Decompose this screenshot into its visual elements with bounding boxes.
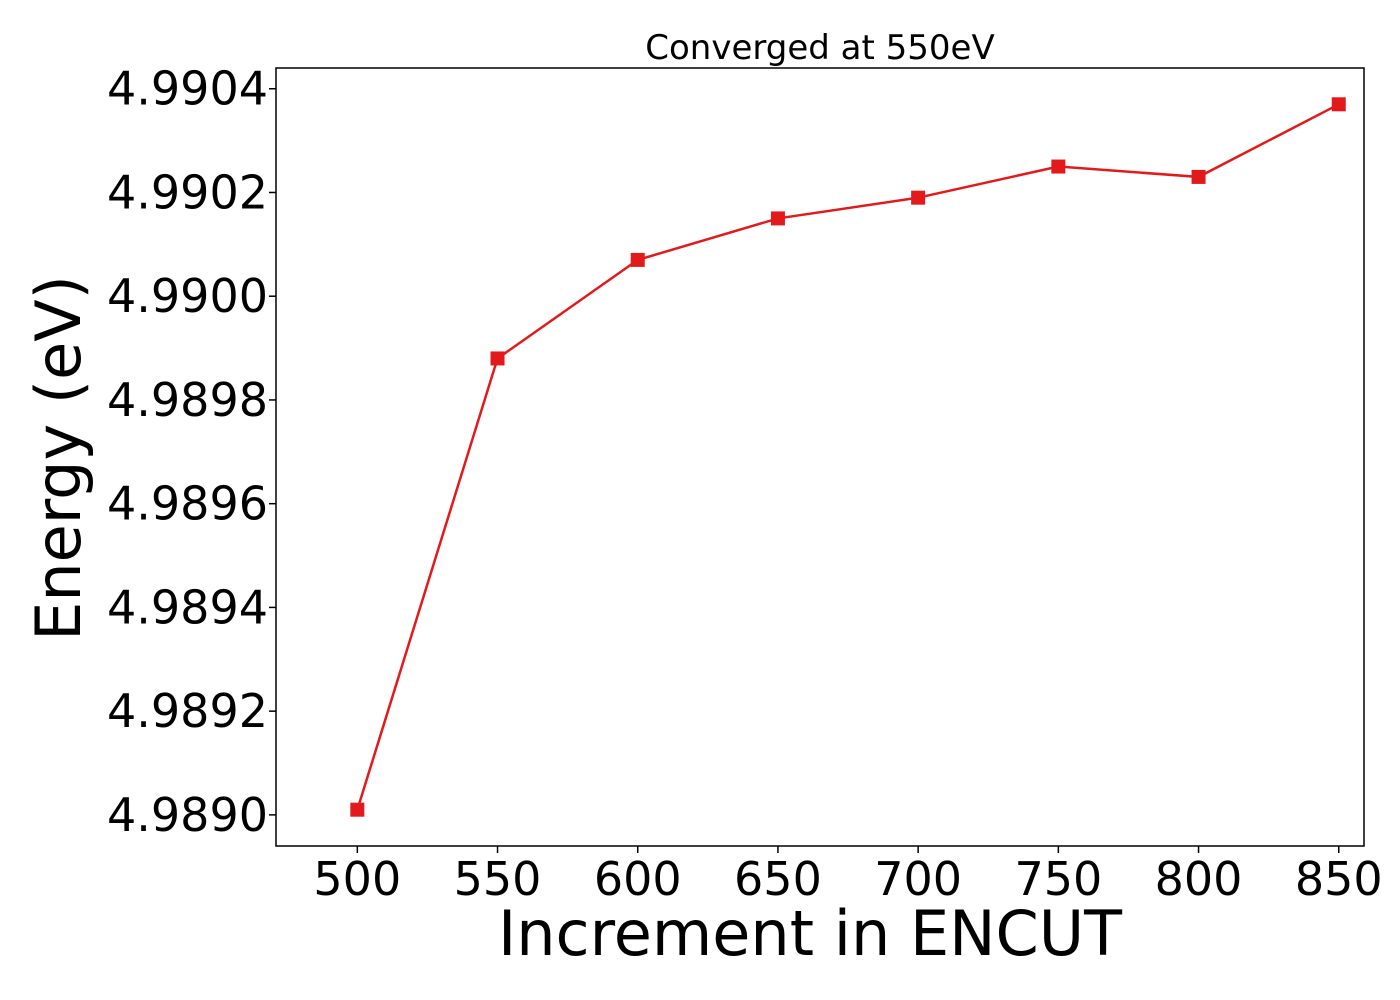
x-tick-label: 600 xyxy=(594,852,682,906)
chart-title: Converged at 550eV xyxy=(645,28,994,68)
x-tick-label: 650 xyxy=(734,852,822,906)
y-axis-ticks: 4.9890 4.9892 4.9894 4.9896 4.9898 4.9900 4.99… xyxy=(107,62,276,842)
data-point-marker xyxy=(490,351,505,366)
data-point-marker xyxy=(911,190,926,205)
y-tick-label: 4.9894 xyxy=(107,580,268,634)
data-point-marker xyxy=(350,802,365,817)
y-tick-label: 4.9898 xyxy=(107,373,268,427)
y-tick-label: 4.9896 xyxy=(107,477,268,531)
series-layer xyxy=(350,97,1346,817)
y-tick-label: 4.9900 xyxy=(107,269,268,323)
x-tick-label: 550 xyxy=(454,852,542,906)
x-axis-ticks: 500 550 600 650 700 750 800 850 xyxy=(313,846,1383,906)
data-point-marker xyxy=(770,211,785,226)
data-point-marker xyxy=(1191,169,1206,184)
x-tick-label: 850 xyxy=(1295,852,1383,906)
data-point-marker xyxy=(1051,159,1066,174)
x-tick-label: 750 xyxy=(1014,852,1102,906)
x-tick-label: 500 xyxy=(313,852,401,906)
plot-area-frame xyxy=(275,67,1365,847)
data-point-marker xyxy=(630,252,645,267)
y-tick-label: 4.9892 xyxy=(107,684,268,738)
x-tick-label: 800 xyxy=(1155,852,1243,906)
x-tick-label: 700 xyxy=(874,852,962,906)
y-axis-label: Energy (eV) xyxy=(22,275,95,641)
y-tick-label: 4.9902 xyxy=(107,165,268,219)
x-axis-label: Increment in ENCUT xyxy=(498,897,1123,970)
series-line xyxy=(356,103,1340,811)
y-tick-label: 4.9890 xyxy=(107,788,268,842)
y-tick-label: 4.9904 xyxy=(107,62,268,116)
data-point-marker xyxy=(1331,97,1346,112)
